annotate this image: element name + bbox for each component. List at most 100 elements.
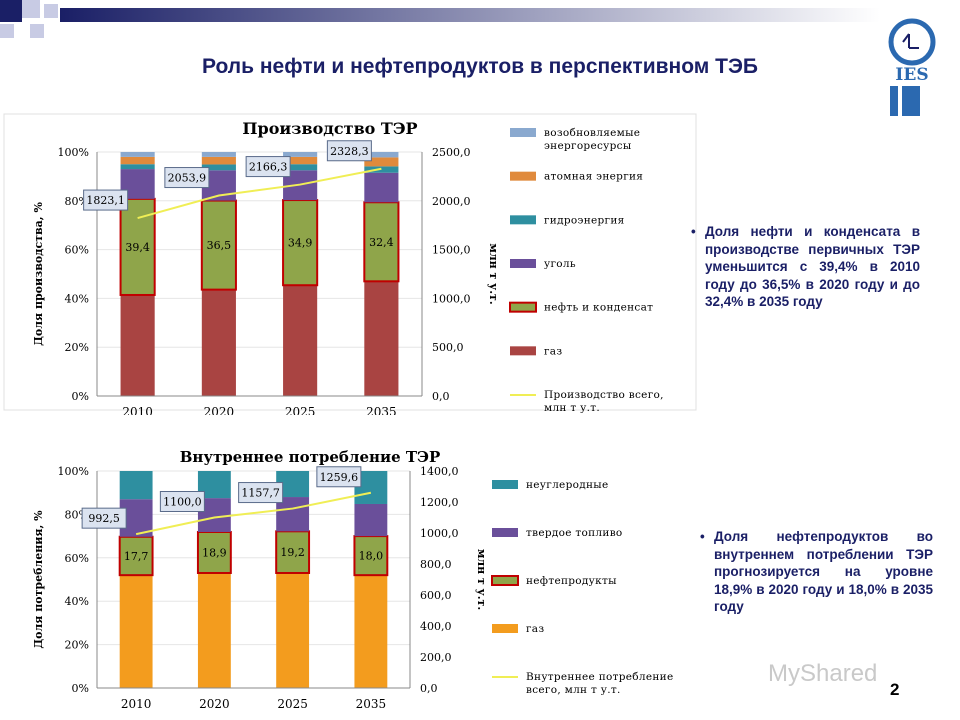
x-tick-label: 2025 <box>285 405 316 415</box>
bar-segment <box>119 575 153 688</box>
y2-tick-label: 0,0 <box>420 682 438 695</box>
legend-swatch <box>492 624 518 633</box>
legend-label: газ <box>544 345 562 357</box>
corner-decoration <box>0 0 960 40</box>
y2-tick-label: 800,0 <box>420 558 452 571</box>
svg-text:992,5: 992,5 <box>88 512 120 525</box>
y2-tick-label: 1000,0 <box>420 527 459 540</box>
legend-swatch <box>510 259 536 268</box>
y-tick-label: 0% <box>72 390 89 403</box>
bar-segment <box>354 575 388 688</box>
x-tick-label: 2035 <box>356 697 387 711</box>
y2-tick-label: 2000,0 <box>432 195 471 208</box>
y2-tick-label: 600,0 <box>420 589 452 602</box>
legend-swatch <box>491 575 519 586</box>
consumption-note: • Доля нефтепродуктов во внутреннем потр… <box>700 528 933 616</box>
y-tick-label: 20% <box>65 639 89 652</box>
y2-tick-label: 400,0 <box>420 620 452 633</box>
svg-text:2053,9: 2053,9 <box>168 172 207 185</box>
bar-segment <box>354 503 388 537</box>
legend-label: млн т у.т. <box>544 402 600 414</box>
bar-data-label: 17,7 <box>124 550 149 563</box>
legend-swatch <box>492 480 518 489</box>
line-data-label: 2053,9 <box>164 167 210 189</box>
line-data-label: 1823,1 <box>83 189 129 211</box>
bullet-icon: • <box>700 529 705 544</box>
bar-segment <box>118 535 154 577</box>
bar-segment <box>120 152 155 157</box>
bar-segment <box>283 285 318 396</box>
consumption-chart: Внутреннее потребление ТЭР 17,7 18,9 19,2 1… <box>32 448 673 711</box>
bar-data-label: 36,5 <box>207 239 232 252</box>
legend-label: уголь <box>544 258 576 270</box>
slide-title: Роль нефти и нефтепродуктов в перспектив… <box>201 55 758 78</box>
bar-segment <box>364 172 399 203</box>
legend-item: нефть и конденсат <box>509 301 653 314</box>
y2-axis-title: млн т у.т. <box>487 243 500 304</box>
x-tick-label: 2020 <box>204 405 235 415</box>
legend-swatch <box>509 301 537 313</box>
ies-logo: IES <box>882 18 942 118</box>
bar-segment <box>201 152 236 157</box>
y2-axis-title: млн т у.т. <box>475 549 488 610</box>
bar-segment <box>364 152 399 158</box>
legend-label: энергоресурсы <box>544 140 632 152</box>
bar-segment <box>201 156 236 165</box>
y2-tick-label: 1500,0 <box>432 244 471 257</box>
y2-tick-label: 1400,0 <box>420 465 459 478</box>
legend-item: уголь <box>510 258 576 270</box>
line-data-label: 992,5 <box>81 507 127 529</box>
legend-label: всего, млн т у.т. <box>526 684 621 696</box>
y2-tick-label: 1000,0 <box>432 292 471 305</box>
x-tick-label: 2010 <box>122 405 153 415</box>
legend-label: атомная энергия <box>544 171 643 183</box>
legend-item: твердое топливо <box>492 527 622 539</box>
y-tick-label: 40% <box>65 595 89 608</box>
svg-text:1823,1: 1823,1 <box>86 194 125 207</box>
bullet-icon: • <box>691 224 696 239</box>
bar-data-label: 18,9 <box>202 546 227 559</box>
legend-label: газ <box>526 623 544 635</box>
total-line <box>135 491 372 536</box>
bar-data-label: 18,0 <box>359 550 384 563</box>
y-tick-label: 100% <box>58 146 89 159</box>
bar-segment <box>283 152 318 157</box>
x-tick-label: 2025 <box>277 697 308 711</box>
y2-tick-label: 2500,0 <box>432 146 471 159</box>
production-note: • Доля нефти и конденсата в производстве… <box>691 223 920 311</box>
svg-text:2328,3: 2328,3 <box>330 145 369 158</box>
legend-label: нефтепродукты <box>526 575 617 587</box>
y-tick-label: 60% <box>65 244 89 257</box>
legend-item: Производство всего,млн т у.т. <box>510 389 664 414</box>
y-tick-label: 80% <box>65 195 89 208</box>
legend-label: возобновляемые <box>544 127 640 139</box>
svg-text:1100,0: 1100,0 <box>163 496 202 509</box>
bar-segment <box>276 572 310 688</box>
bar-data-label: 19,2 <box>280 546 305 559</box>
line-data-label: 1157,7 <box>238 482 284 504</box>
legend-label: нефть и конденсат <box>544 302 653 314</box>
line-data-label: 1259,6 <box>316 466 362 488</box>
bar-segment <box>120 156 155 165</box>
legend-label: неуглеродные <box>526 479 608 491</box>
chart-title: Внутреннее потребление ТЭР <box>180 448 441 466</box>
legend-swatch <box>510 346 536 356</box>
y-axis-title: Доля потребления, % <box>32 510 45 649</box>
bar-segment <box>283 164 318 171</box>
y2-tick-label: 500,0 <box>432 341 464 354</box>
bar-data-label: 34,9 <box>288 237 313 250</box>
production-chart: Производство ТЭР 39,4 36,5 34,9 32,4 0% 20% 4… <box>3 113 697 415</box>
y-tick-label: 40% <box>65 292 89 305</box>
legend-label: Производство всего, <box>544 389 664 401</box>
x-tick-label: 2035 <box>366 405 397 415</box>
y-axis-title: Доля производства, % <box>32 202 45 346</box>
bar-segment <box>120 294 155 396</box>
y-tick-label: 60% <box>65 552 89 565</box>
bar-segment <box>275 530 311 574</box>
legend-item: атомная энергия <box>510 171 643 183</box>
legend-item: неуглеродные <box>492 479 608 491</box>
bar-segment <box>364 281 399 396</box>
watermark: MyShared <box>768 660 878 687</box>
